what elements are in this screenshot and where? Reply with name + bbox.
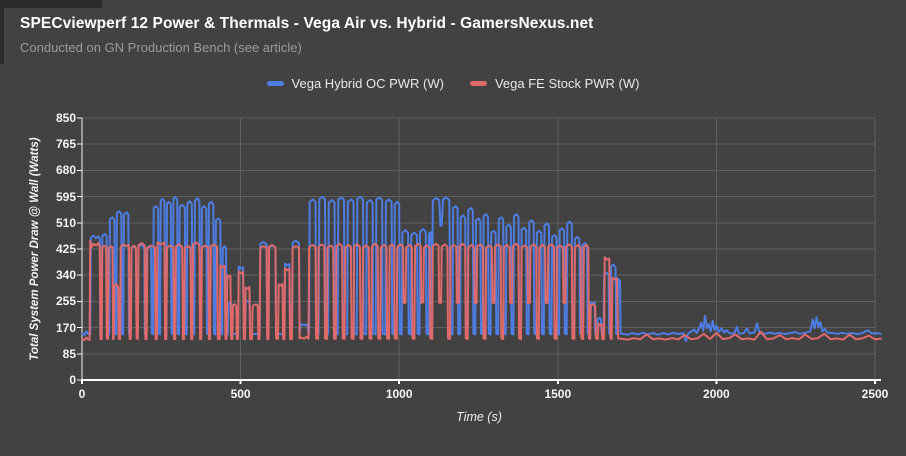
y-tick-label: 85 bbox=[62, 346, 76, 361]
x-axis-title: Time (s) bbox=[456, 410, 502, 424]
y-tick-label: 0 bbox=[69, 373, 76, 387]
x-tick-label: 1500 bbox=[544, 387, 572, 401]
y-tick-label: 510 bbox=[55, 215, 76, 230]
x-tick-label: 500 bbox=[230, 387, 251, 401]
series-line-1 bbox=[81, 239, 882, 341]
y-tick-label: 255 bbox=[55, 294, 76, 309]
legend: Vega Hybrid OC PWR (W) Vega FE Stock PWR… bbox=[0, 76, 906, 91]
y-axis-title: Total System Power Draw @ Wall (Watts) bbox=[29, 137, 41, 361]
x-tick-label: 0 bbox=[78, 387, 86, 401]
y-tick-label: 425 bbox=[55, 242, 76, 256]
legend-item-hybrid: Vega Hybrid OC PWR (W) bbox=[266, 76, 444, 91]
legend-item-stock: Vega FE Stock PWR (W) bbox=[469, 76, 640, 91]
y-tick-label: 595 bbox=[55, 189, 76, 204]
series-line-0 bbox=[81, 195, 882, 343]
series-color-swatch-hybrid bbox=[266, 81, 284, 86]
y-tick-label: 680 bbox=[55, 163, 76, 178]
x-tick-label: 2000 bbox=[703, 387, 730, 401]
x-tick-label: 1000 bbox=[385, 387, 413, 401]
y-tick-label: 765 bbox=[55, 137, 76, 152]
legend-label-hybrid: Vega Hybrid OC PWR (W) bbox=[291, 76, 444, 91]
legend-label-stock: Vega FE Stock PWR (W) bbox=[494, 76, 640, 91]
y-tick-label: 170 bbox=[55, 320, 76, 335]
window-edge-artifact-left bbox=[0, 0, 4, 64]
series-color-swatch-stock bbox=[469, 81, 487, 86]
y-tick-label: 850 bbox=[55, 111, 76, 125]
x-tick-label: 2500 bbox=[861, 387, 889, 401]
y-tick-label: 340 bbox=[55, 268, 76, 283]
chart-title: SPECviewperf 12 Power & Thermals - Vega … bbox=[20, 15, 594, 32]
chart-subtitle: Conducted on GN Production Bench (see ar… bbox=[20, 40, 302, 55]
window-edge-artifact-top bbox=[0, 0, 102, 8]
